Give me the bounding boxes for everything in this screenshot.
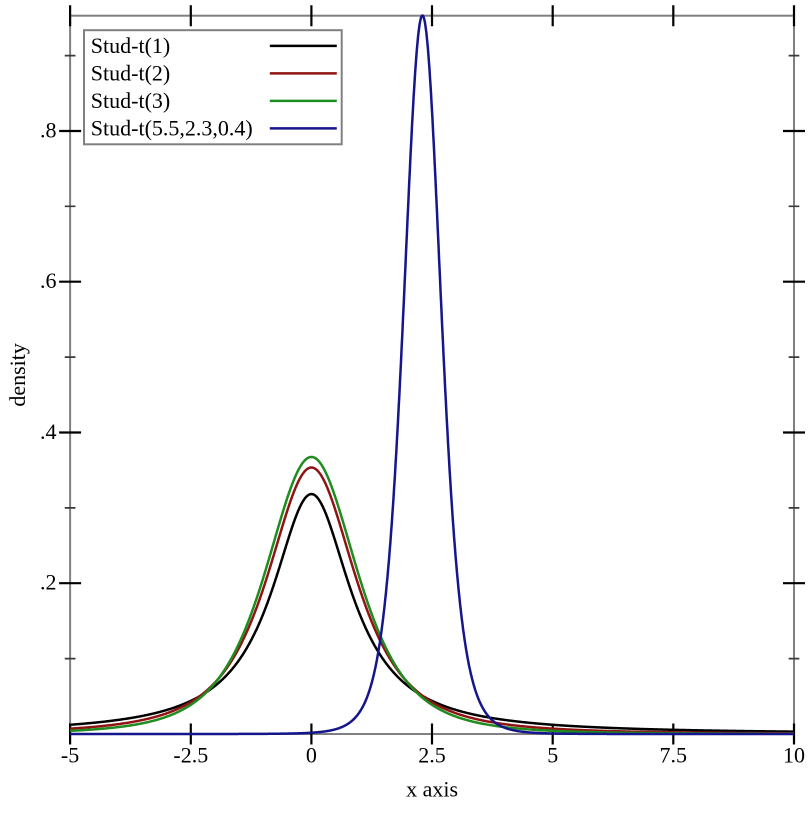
svg-text:10: 10: [783, 743, 805, 768]
svg-text:.8: .8: [40, 118, 57, 143]
svg-text:-2.5: -2.5: [173, 743, 208, 768]
svg-text:.4: .4: [40, 419, 57, 444]
svg-text:density: density: [5, 343, 30, 407]
svg-text:7.5: 7.5: [660, 743, 688, 768]
svg-text:Stud-t(2): Stud-t(2): [91, 61, 170, 86]
svg-text:5: 5: [547, 743, 558, 768]
svg-text:0: 0: [306, 743, 317, 768]
svg-text:Stud-t(5.5,2.3,0.4): Stud-t(5.5,2.3,0.4): [91, 116, 253, 141]
svg-text:Stud-t(3): Stud-t(3): [91, 88, 170, 113]
svg-text:Stud-t(1): Stud-t(1): [91, 33, 170, 58]
svg-text:x axis: x axis: [406, 777, 458, 802]
svg-text:-5: -5: [61, 743, 79, 768]
svg-text:2.5: 2.5: [418, 743, 446, 768]
svg-text:.6: .6: [40, 268, 57, 293]
svg-text:.2: .2: [40, 570, 57, 595]
